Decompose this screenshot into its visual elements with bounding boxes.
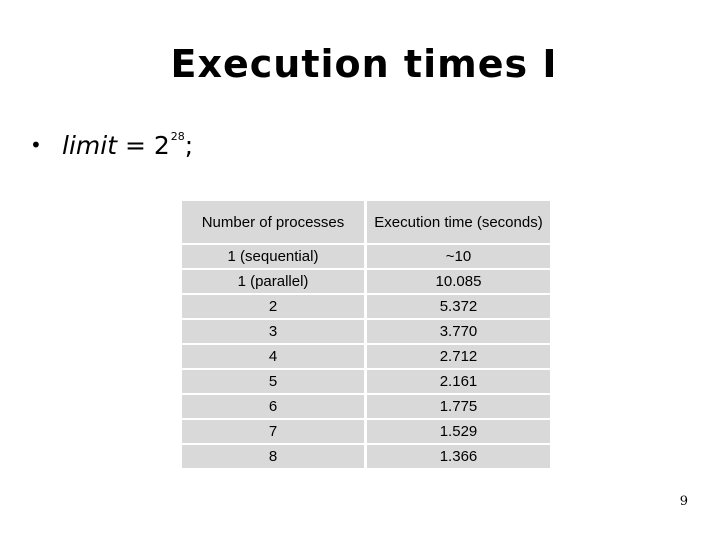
table-row: 3 3.770 xyxy=(182,320,550,343)
table-row: 1 (parallel) 10.085 xyxy=(182,270,550,293)
cell-processes: 8 xyxy=(182,445,367,468)
cell-processes: 4 xyxy=(182,345,367,368)
table-row: 8 1.366 xyxy=(182,445,550,468)
table-row: 4 2.712 xyxy=(182,345,550,368)
equals-base: = 2 xyxy=(117,131,170,160)
cell-time: 1.366 xyxy=(367,445,550,468)
table-row: 7 1.529 xyxy=(182,420,550,443)
cell-time: 10.085 xyxy=(367,270,550,293)
header-processes: Number of processes xyxy=(182,201,367,243)
bullet-suffix: ; xyxy=(184,131,194,160)
table-row: 6 1.775 xyxy=(182,395,550,418)
cell-time: 1.529 xyxy=(367,420,550,443)
exponent: 28 xyxy=(170,130,185,143)
cell-time: 1.775 xyxy=(367,395,550,418)
cell-processes: 6 xyxy=(182,395,367,418)
cell-processes: 2 xyxy=(182,295,367,318)
cell-processes: 5 xyxy=(182,370,367,393)
table-row: 5 2.161 xyxy=(182,370,550,393)
slide-title: Execution times I xyxy=(170,42,558,86)
table-row: 2 5.372 xyxy=(182,295,550,318)
cell-time: 2.712 xyxy=(367,345,550,368)
header-execution-time: Execution time (seconds) xyxy=(367,201,550,243)
cell-time: 5.372 xyxy=(367,295,550,318)
cell-time: 2.161 xyxy=(367,370,550,393)
bullet-marker: • xyxy=(30,133,42,157)
cell-processes: 7 xyxy=(182,420,367,443)
limit-variable: limit xyxy=(62,131,117,160)
cell-time: ~10 xyxy=(367,245,550,268)
table-header-row: Number of processes Execution time (seco… xyxy=(182,201,550,243)
bullet-limit: • limit = 228; xyxy=(30,130,193,160)
execution-times-table: Number of processes Execution time (seco… xyxy=(182,199,550,470)
page-number: 9 xyxy=(679,494,688,509)
cell-processes: 1 (parallel) xyxy=(182,270,367,293)
cell-time: 3.770 xyxy=(367,320,550,343)
cell-processes: 1 (sequential) xyxy=(182,245,367,268)
table-row: 1 (sequential) ~10 xyxy=(182,245,550,268)
cell-processes: 3 xyxy=(182,320,367,343)
